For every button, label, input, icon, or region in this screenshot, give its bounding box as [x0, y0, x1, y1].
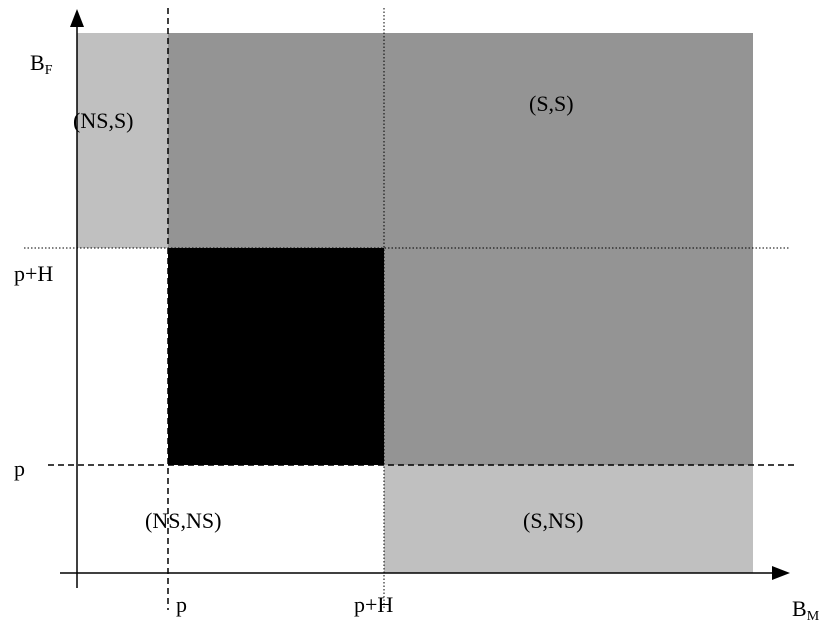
region-ns-s-fill	[77, 33, 168, 248]
region-label-ns-ns: (NS,NS)	[145, 508, 221, 533]
y-tick-p: p	[14, 456, 25, 481]
region-s-s-top-fill	[168, 33, 753, 248]
region-label-ns-s: (NS,S)	[73, 108, 134, 133]
x-axis-arrow-icon	[772, 566, 790, 580]
x-tick-p-plus-h: p+H	[354, 592, 393, 617]
region-label-s-ns: (S,NS)	[523, 508, 584, 533]
y-axis-arrow-icon	[70, 9, 84, 27]
region-black-fill	[168, 248, 384, 465]
x-axis-label: BM	[792, 596, 820, 624]
region-s-s-right-fill	[384, 248, 753, 465]
x-tick-p: p	[176, 592, 187, 617]
y-axis-label: BF	[30, 50, 53, 78]
y-tick-p-plus-h: p+H	[14, 261, 53, 286]
region-s-ns-fill	[384, 465, 753, 573]
region-label-s-s: (S,S)	[529, 91, 574, 116]
